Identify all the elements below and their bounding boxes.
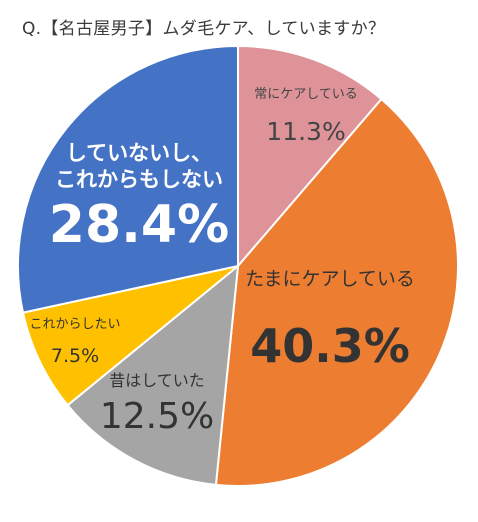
pie-slices <box>17 44 459 487</box>
pie-slice <box>66 263 240 486</box>
pie-labels: 常にケアしている 11.3% たまにケアしている 40.3% 昔はしていた 12.5% これ… <box>29 87 414 437</box>
pie-slice <box>214 97 459 487</box>
slice-category-label: していないし、これからもしない <box>55 141 223 191</box>
pie-slice <box>237 44 383 269</box>
slice-category-label: たまにケアしている <box>245 268 415 290</box>
slice-value-label: 12.5% <box>100 396 214 437</box>
pie-slice <box>17 44 239 314</box>
slice-category-label: これからしたい <box>29 317 120 332</box>
slice-value-label: 28.4% <box>49 195 229 255</box>
slice-value-label: 11.3% <box>266 117 345 146</box>
slice-value-label: 40.3% <box>250 319 410 373</box>
pie-slice <box>21 265 239 407</box>
slice-category-label: 常にケアしている <box>254 87 358 102</box>
slice-category-label: 昔はしていた <box>109 371 205 390</box>
chart-title: Q.【名古屋男子】ムダ毛ケア、していますか？ <box>22 19 386 39</box>
slice-value-label: 7.5% <box>51 345 99 367</box>
